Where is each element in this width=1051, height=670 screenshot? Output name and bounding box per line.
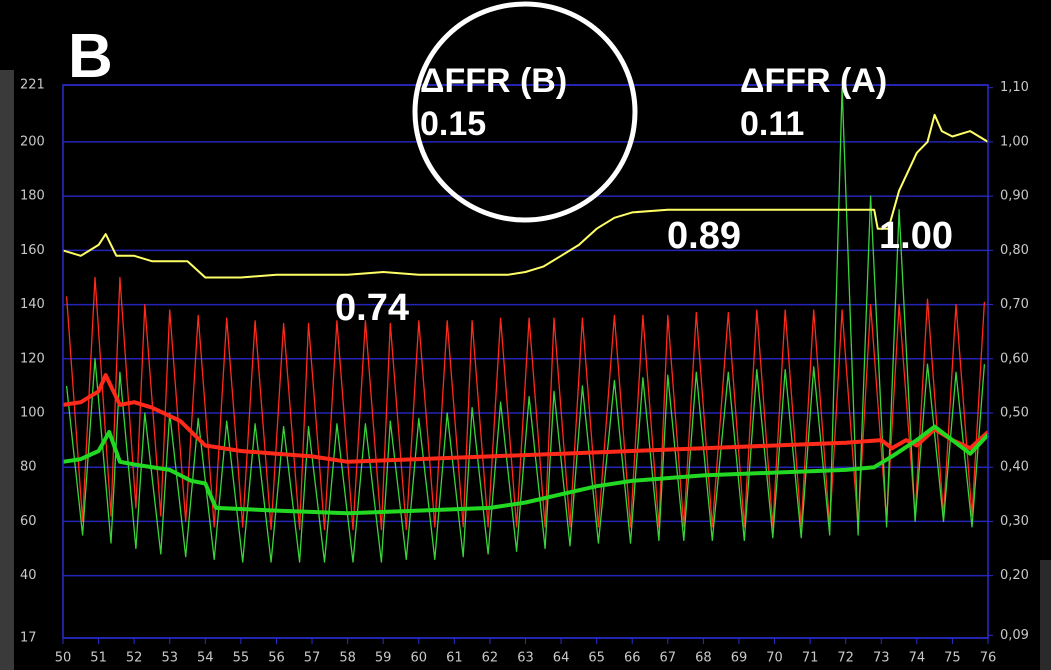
x-tick-label: 54 (197, 651, 214, 666)
x-tick-label: 62 (482, 651, 499, 666)
y-tick-label: 200 (20, 134, 45, 149)
x-tick-label: 50 (55, 651, 72, 666)
angiogram-edge (0, 70, 14, 670)
y2-tick-label: 0,60 (1000, 351, 1029, 366)
x-tick-label: 52 (126, 651, 143, 666)
x-tick-label: 70 (766, 651, 783, 666)
side-edge (1040, 560, 1051, 670)
y2-tick-label: 1,10 (1000, 80, 1029, 95)
x-tick-label: 75 (944, 651, 961, 666)
y-tick-label: 40 (20, 568, 37, 583)
annotation: ΔFFR (A) (740, 62, 887, 100)
x-tick-label: 53 (161, 651, 178, 666)
x-tick-label: 69 (731, 651, 748, 666)
y2-tick-label: 0,20 (1000, 568, 1029, 583)
x-tick-label: 60 (410, 651, 427, 666)
y-tick-label: 180 (20, 189, 45, 204)
x-tick-label: 73 (873, 651, 890, 666)
x-tick-label: 71 (802, 651, 819, 666)
x-tick-label: 55 (233, 651, 250, 666)
x-tick-label: 56 (268, 651, 285, 666)
x-tick-label: 57 (304, 651, 321, 666)
x-tick-label: 67 (660, 651, 677, 666)
y-tick-label: 17 (20, 631, 37, 646)
y2-tick-label: 0,09 (1000, 628, 1029, 643)
y2-tick-label: 0,90 (1000, 189, 1029, 204)
y-tick-label: 60 (20, 514, 37, 529)
y2-tick-label: 0,40 (1000, 460, 1029, 475)
y2-tick-label: 0,50 (1000, 406, 1029, 421)
x-tick-label: 65 (588, 651, 605, 666)
x-tick-label: 61 (446, 651, 463, 666)
x-tick-label: 76 (980, 651, 997, 666)
x-tick-label: 58 (339, 651, 356, 666)
annotation: 0.89 (667, 215, 741, 257)
y-tick-label: 140 (20, 297, 45, 312)
annotation: 1.00 (879, 215, 953, 257)
series-line (62, 424, 990, 516)
x-tick-label: 59 (375, 651, 392, 666)
highlight-circle (412, 1, 638, 223)
annotation: ΔFFR (B) (420, 62, 567, 100)
plot-frame (62, 84, 989, 639)
x-tick-label: 63 (517, 651, 534, 666)
x-tick-label: 66 (624, 651, 641, 666)
y2-tick-label: 0,30 (1000, 514, 1029, 529)
x-tick-label: 72 (837, 651, 854, 666)
series-line (62, 113, 989, 279)
annotation: 0.11 (740, 105, 804, 143)
series-line (65, 87, 986, 563)
y2-tick-label: 0,80 (1000, 243, 1029, 258)
y2-tick-label: 0,70 (1000, 297, 1029, 312)
y-tick-label: 221 (20, 78, 45, 93)
y-tick-label: 100 (20, 406, 45, 421)
panel-label: B (68, 22, 113, 91)
x-tick-label: 68 (695, 651, 712, 666)
y2-tick-label: 1,00 (1000, 134, 1029, 149)
y-tick-label: 160 (20, 243, 45, 258)
annotation: 0.15 (420, 105, 486, 143)
y-tick-label: 80 (20, 460, 37, 475)
y-tick-label: 120 (20, 351, 45, 366)
x-tick-label: 64 (553, 651, 570, 666)
annotation: 0.74 (335, 287, 409, 329)
x-tick-label: 74 (909, 651, 926, 666)
x-tick-label: 51 (90, 651, 107, 666)
